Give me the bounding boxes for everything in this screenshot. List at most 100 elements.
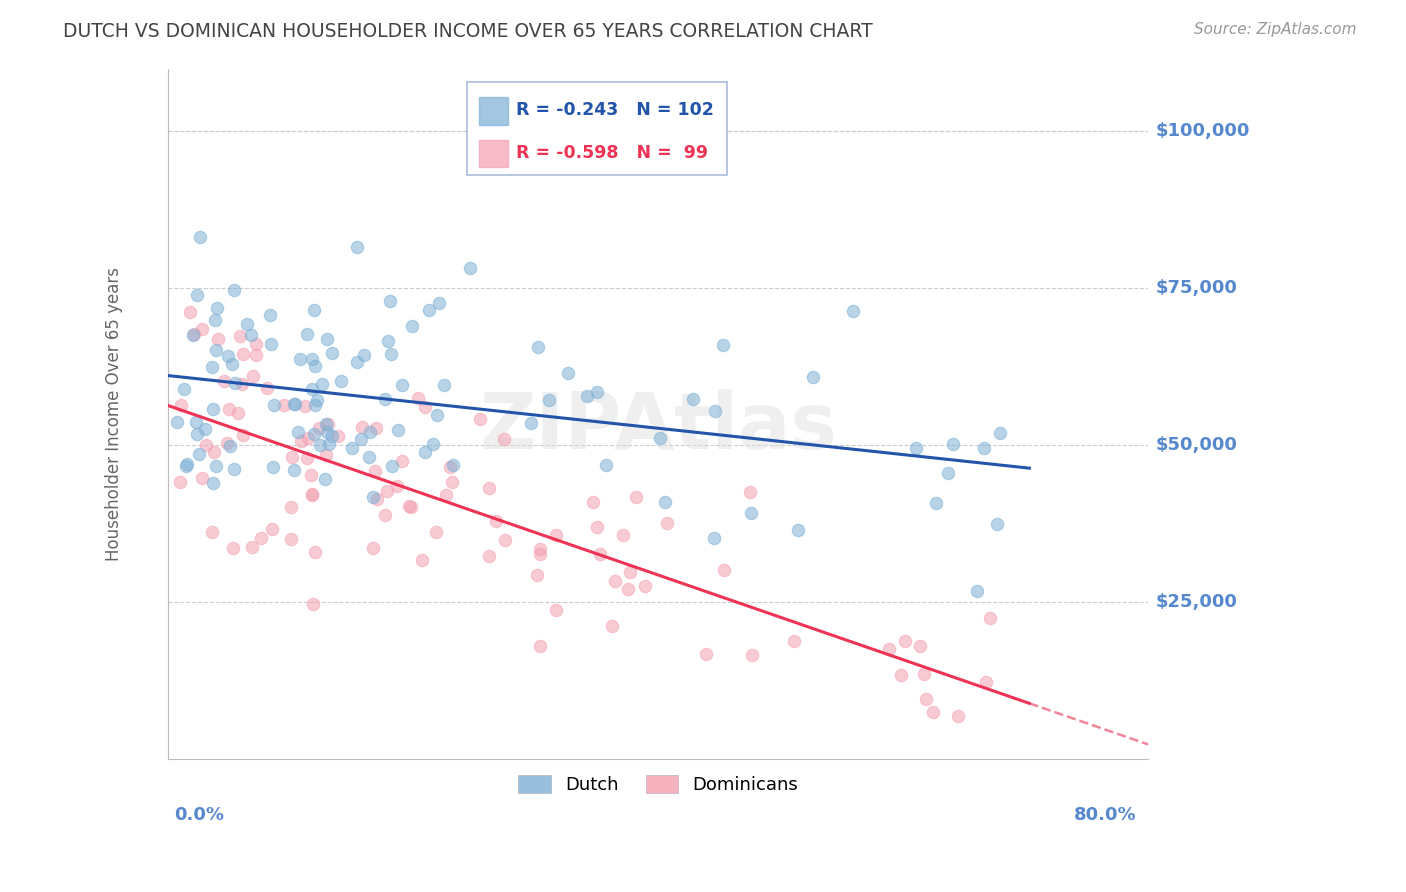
Dominicans xyxy=(212,374,235,388)
Dominicans xyxy=(363,541,385,555)
Dominicans xyxy=(290,434,312,449)
Dutch xyxy=(316,332,339,346)
Dominicans xyxy=(624,491,647,505)
Dutch xyxy=(224,462,246,476)
Dominicans xyxy=(582,494,605,508)
Dutch xyxy=(527,340,550,354)
Dutch xyxy=(318,437,340,451)
Dominicans xyxy=(190,322,212,336)
Dutch xyxy=(842,303,865,318)
Dominicans xyxy=(741,648,763,663)
Dutch xyxy=(194,421,217,435)
Dominicans xyxy=(170,398,193,412)
Dutch xyxy=(427,296,450,310)
Dutch xyxy=(239,328,262,343)
Dominicans xyxy=(468,412,491,426)
Dutch xyxy=(519,416,541,430)
Dutch xyxy=(262,460,284,475)
FancyBboxPatch shape xyxy=(467,82,727,176)
Dutch xyxy=(173,382,195,396)
Dutch xyxy=(166,415,188,429)
Dominicans xyxy=(439,460,461,475)
Dutch xyxy=(413,445,436,459)
Dutch xyxy=(441,458,464,472)
Dutch xyxy=(418,303,440,318)
Dutch xyxy=(936,466,959,480)
Dominicans xyxy=(218,402,240,417)
Dutch xyxy=(321,346,343,360)
Dominicans xyxy=(169,475,191,490)
Dominicans xyxy=(299,468,322,483)
Dominicans xyxy=(494,432,516,446)
Dominicans xyxy=(366,491,388,506)
Dominicans xyxy=(232,347,254,361)
Dominicans xyxy=(297,450,319,465)
Dutch xyxy=(576,389,599,403)
Dominicans xyxy=(912,667,935,681)
Dutch xyxy=(648,431,671,445)
Dutch xyxy=(288,351,311,366)
Dutch xyxy=(586,384,609,399)
Dutch xyxy=(703,531,725,545)
Dutch xyxy=(202,401,225,416)
Dominicans xyxy=(273,398,295,412)
Dominicans xyxy=(441,475,464,489)
Dutch xyxy=(340,442,363,456)
Dutch xyxy=(925,496,948,510)
Dutch xyxy=(301,351,323,366)
Dominicans xyxy=(385,478,408,492)
Dominicans xyxy=(364,464,387,478)
Dominicans xyxy=(877,642,900,657)
Dutch xyxy=(401,318,423,333)
Dominicans xyxy=(242,368,264,383)
Dominicans xyxy=(328,428,350,442)
Dutch xyxy=(787,523,810,537)
Dutch xyxy=(380,347,402,361)
Dutch xyxy=(801,370,824,384)
Dominicans xyxy=(316,417,339,431)
Dominicans xyxy=(280,500,302,514)
Dominicans xyxy=(894,633,917,648)
Dominicans xyxy=(974,675,997,690)
Dominicans xyxy=(979,610,1001,624)
Dutch xyxy=(205,458,228,473)
Dutch xyxy=(186,415,208,429)
Dutch xyxy=(595,458,617,473)
Dominicans xyxy=(207,332,229,346)
Dutch xyxy=(316,425,339,439)
Dutch xyxy=(988,425,1011,440)
Dominicans xyxy=(600,618,623,632)
Dominicans xyxy=(179,304,201,318)
Dominicans xyxy=(352,420,374,434)
Dutch xyxy=(302,302,325,317)
Dominicans xyxy=(910,640,932,654)
Dutch xyxy=(311,376,333,391)
Dominicans xyxy=(406,391,429,405)
Dutch xyxy=(986,517,1008,532)
Dominicans xyxy=(221,541,243,556)
Dominicans xyxy=(217,435,239,450)
Dutch xyxy=(973,442,995,456)
Dominicans xyxy=(229,329,252,343)
Text: Source: ZipAtlas.com: Source: ZipAtlas.com xyxy=(1194,22,1357,37)
Dominicans xyxy=(529,541,551,556)
Dutch xyxy=(295,326,318,341)
Dutch xyxy=(460,261,482,276)
Dutch xyxy=(188,230,211,244)
Text: 0.0%: 0.0% xyxy=(174,805,224,823)
Dominicans xyxy=(494,533,516,548)
Dutch xyxy=(321,428,343,442)
Dutch xyxy=(361,490,384,504)
Dominicans xyxy=(364,421,387,435)
Dutch xyxy=(186,288,208,302)
Dominicans xyxy=(617,582,640,596)
Dutch xyxy=(259,308,281,322)
Dominicans xyxy=(280,532,302,546)
Dominicans xyxy=(302,598,325,612)
Dutch xyxy=(204,343,226,358)
Legend: Dutch, Dominicans: Dutch, Dominicans xyxy=(510,768,806,801)
Dutch xyxy=(235,317,257,331)
Dominicans xyxy=(634,579,657,593)
Text: Householder Income Over 65 years: Householder Income Over 65 years xyxy=(105,267,124,560)
Dutch xyxy=(425,409,447,423)
